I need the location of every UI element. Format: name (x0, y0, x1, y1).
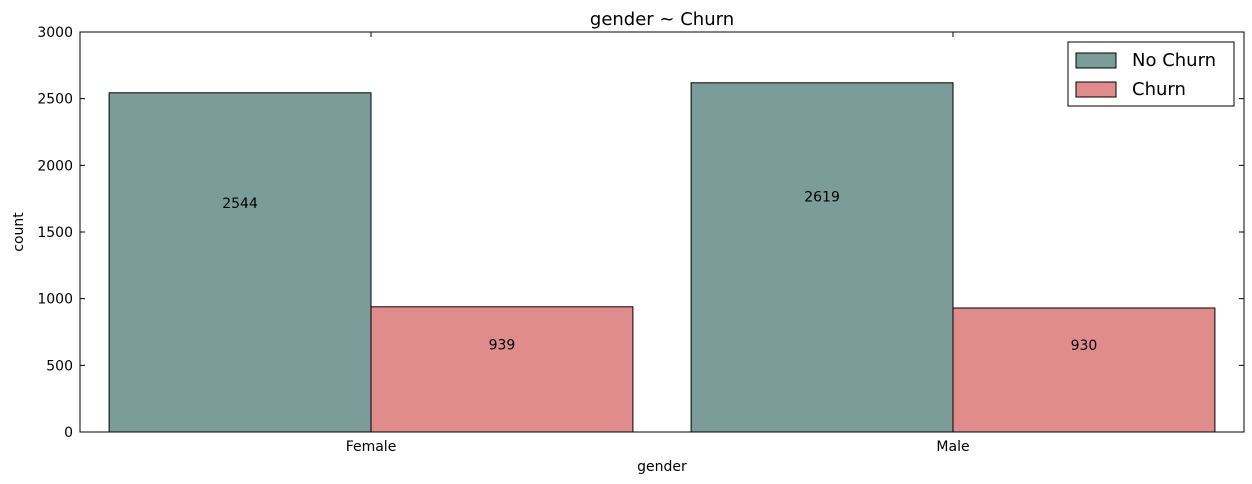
bar-no-churn-male (690, 82, 954, 433)
y-axis-title: count (11, 212, 27, 252)
legend: No Churn Churn (1067, 41, 1235, 107)
y-tick-label: 3000 (37, 25, 73, 41)
data-label: 2619 (804, 190, 840, 206)
data-label: 930 (1071, 338, 1098, 354)
x-axis-title: gender (637, 459, 687, 475)
bar-no-churn-female (108, 92, 372, 433)
bar-churn-male (952, 307, 1216, 433)
axes-layer: 0 500 1000 1500 2000 2500 3000 Female Male (37, 25, 1245, 455)
y-tick-label: 1000 (37, 292, 73, 308)
chart-title: gender ~ Churn (590, 9, 734, 30)
y-tick-label: 1500 (37, 225, 73, 241)
y-tick-label: 0 (64, 425, 73, 441)
legend-label: Churn (1132, 79, 1186, 100)
legend-swatch (1075, 81, 1117, 98)
x-tick-label: Male (936, 439, 969, 455)
legend-swatch (1075, 52, 1117, 69)
data-label: 2544 (222, 196, 258, 212)
data-labels-layer: 2544 939 2619 930 (222, 190, 1097, 355)
y-tick-label: 2000 (37, 158, 73, 174)
bars-layer (108, 82, 1216, 433)
data-label: 939 (489, 337, 516, 353)
bar-churn-female (370, 306, 634, 433)
x-tick-label: Female (346, 439, 397, 455)
y-tick-label: 2500 (37, 92, 73, 108)
legend-label: No Churn (1132, 50, 1216, 71)
y-tick-label: 500 (46, 358, 73, 374)
